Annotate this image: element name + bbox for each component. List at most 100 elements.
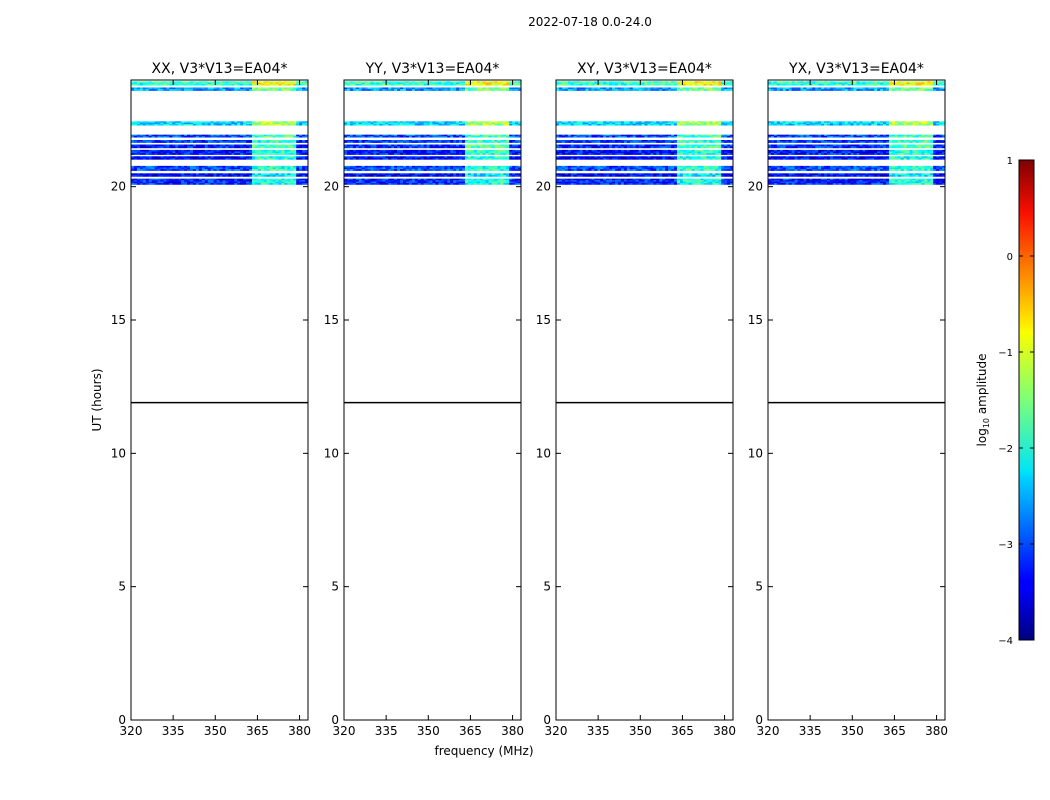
heatmap-cell	[479, 180, 483, 182]
heatmap-cell	[275, 167, 279, 170]
heatmap-cell	[653, 167, 657, 170]
heatmap-cell	[231, 180, 235, 182]
heatmap-cell	[136, 178, 141, 181]
heatmap-cell	[709, 121, 713, 123]
heatmap-cell	[623, 174, 628, 177]
heatmap-cell	[500, 174, 504, 177]
heatmap-cell	[594, 149, 598, 152]
heatmap-cell	[349, 140, 354, 142]
heatmap-cell	[459, 84, 463, 86]
heatmap-cell	[228, 136, 232, 138]
heatmap-cell	[361, 153, 365, 155]
heatmap-cell	[488, 89, 492, 91]
heatmap-cell	[594, 141, 598, 143]
heatmap-cell	[600, 157, 604, 160]
heatmap-cell	[204, 81, 208, 83]
heatmap-cell	[207, 87, 211, 90]
heatmap-cell	[254, 122, 259, 125]
heatmap-cell	[612, 144, 616, 147]
heatmap-cell	[718, 140, 722, 142]
heatmap-cell	[703, 84, 707, 86]
heatmap-cell	[674, 169, 678, 171]
heatmap-cell	[656, 156, 660, 159]
heatmap-cell	[411, 181, 416, 184]
heatmap-cell	[151, 146, 155, 149]
heatmap-cell	[697, 169, 701, 171]
heatmap-cell	[219, 84, 223, 86]
heatmap-cell	[606, 149, 610, 152]
heatmap-cell	[272, 153, 276, 155]
heatmap-cell	[494, 183, 498, 185]
heatmap-cell	[694, 174, 698, 177]
heatmap-cell	[512, 181, 516, 184]
heatmap-cell	[302, 149, 306, 152]
heatmap-cell	[266, 157, 270, 160]
heatmap-cell	[576, 81, 580, 83]
heatmap-cell	[650, 157, 654, 160]
heatmap-cell	[187, 183, 191, 185]
heatmap-cell	[394, 82, 398, 85]
heatmap-cell	[133, 173, 138, 176]
heatmap-cell	[257, 181, 262, 184]
heatmap-cell	[346, 156, 351, 159]
heatmap-cell	[201, 174, 206, 177]
heatmap-cell	[192, 153, 197, 155]
heatmap-cell	[151, 124, 155, 126]
heatmap-cell	[358, 149, 362, 152]
heatmap-cell	[668, 165, 672, 168]
heatmap-cell	[139, 167, 144, 170]
heatmap-cell	[694, 149, 698, 152]
heatmap-cell	[712, 169, 716, 171]
heatmap-cell	[597, 136, 601, 138]
heatmap-cell	[426, 136, 430, 138]
heatmap-cell	[668, 169, 672, 171]
heatmap-cell	[644, 89, 648, 91]
heatmap-cell	[154, 165, 158, 168]
heatmap-cell	[175, 122, 179, 125]
heatmap-cell	[685, 144, 690, 147]
heatmap-cell	[638, 140, 642, 142]
heatmap-cell	[408, 153, 413, 155]
heatmap-cell	[685, 174, 690, 177]
heatmap-cell	[665, 146, 669, 149]
heatmap-cell	[615, 178, 619, 181]
heatmap-cell	[700, 84, 704, 86]
heatmap-cell	[638, 167, 642, 170]
heatmap-cell	[257, 144, 262, 147]
heatmap-cell	[251, 136, 256, 138]
heatmap-cell	[482, 141, 486, 143]
heatmap-cell	[385, 183, 389, 185]
heatmap-cell	[470, 153, 475, 155]
heatmap-cell	[145, 146, 149, 149]
heatmap-cell	[385, 121, 389, 123]
heatmap-cell	[181, 178, 185, 181]
heatmap-cell	[379, 87, 383, 90]
heatmap-cell	[237, 141, 241, 143]
heatmap-cell	[216, 124, 220, 126]
heatmap-cell	[157, 134, 161, 137]
heatmap-cell	[706, 89, 710, 91]
heatmap-cell	[653, 124, 657, 126]
heatmap-cell	[192, 173, 197, 176]
heatmap-cell	[136, 82, 141, 85]
heatmap-cell	[281, 178, 285, 181]
heatmap-cell	[272, 183, 276, 185]
heatmap-cell	[641, 87, 645, 90]
heatmap-cell	[656, 89, 660, 91]
heatmap-cell	[166, 124, 170, 126]
heatmap-cell	[349, 89, 354, 91]
heatmap-cell	[142, 81, 147, 83]
heatmap-cell	[730, 81, 734, 83]
heatmap-cell	[459, 174, 463, 177]
heatmap-cell	[512, 167, 516, 170]
heatmap-cell	[491, 149, 495, 152]
heatmap-cell	[131, 89, 135, 91]
heatmap-cell	[653, 151, 657, 154]
heatmap-cell	[403, 178, 407, 181]
heatmap-cell	[570, 122, 574, 125]
heatmap-cell	[453, 169, 457, 171]
heatmap-cell	[724, 173, 728, 176]
heatmap-cell	[195, 169, 200, 171]
heatmap-cell	[441, 82, 445, 85]
heatmap-cell	[464, 136, 469, 138]
